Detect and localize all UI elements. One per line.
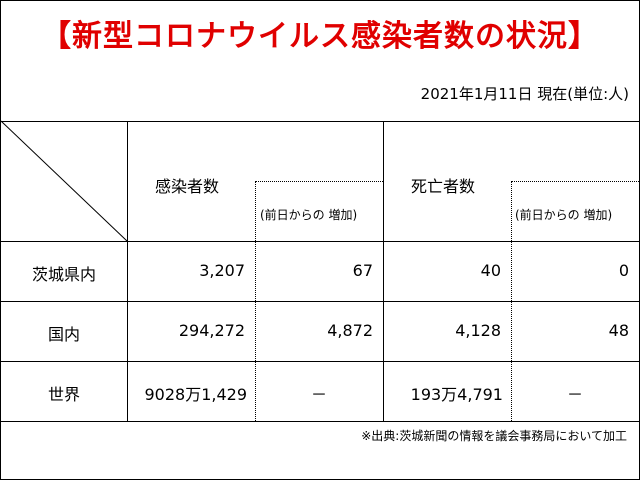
world-infected: 9028万1,429 [144,385,247,404]
header-bottom-border [1,241,639,242]
col-divider-deaths-increase [511,181,512,421]
table-top-border [1,121,639,122]
ibaraki-infected-increase: 67 [352,261,373,280]
col-divider-label [127,121,128,421]
row-divider-1 [1,301,639,302]
ibaraki-deaths-increase: 0 [618,261,629,280]
header-infected: 感染者数 [155,177,220,196]
col-divider-deaths [383,121,384,421]
header-deaths: 死亡者数 [411,177,476,196]
header-dotted-infected [255,181,383,182]
header-dotted-deaths [511,181,639,182]
row-label-world: 世界 [47,385,80,404]
page-title: 【新型コロナウイルス感染者数の状況】 [41,19,599,54]
header-infected-increase: (前日からの 増加) [260,208,358,222]
japan-deaths-increase: 48 [608,321,629,340]
japan-infected-increase: 4,872 [327,321,373,340]
japan-deaths: 4,128 [455,321,501,340]
as-of-date: 2021年1月11日 現在(単位:人) [420,85,629,103]
japan-infected: 294,272 [178,321,245,340]
row-divider-2 [1,361,639,362]
world-deaths-increase: － [566,385,583,404]
row-label-ibaraki: 茨城県内 [31,265,96,284]
table-bottom-border [1,421,639,422]
source-note: ※出典:茨城新聞の情報を議会事務局において加工 [361,429,627,443]
row-label-japan: 国内 [47,325,80,344]
col-divider-infected-increase [255,181,256,421]
world-deaths: 193万4,791 [410,385,503,404]
world-infected-increase: － [310,385,327,404]
header-deaths-increase: (前日からの 増加) [515,208,613,222]
ibaraki-deaths: 40 [480,261,501,280]
ibaraki-infected: 3,207 [199,261,245,280]
